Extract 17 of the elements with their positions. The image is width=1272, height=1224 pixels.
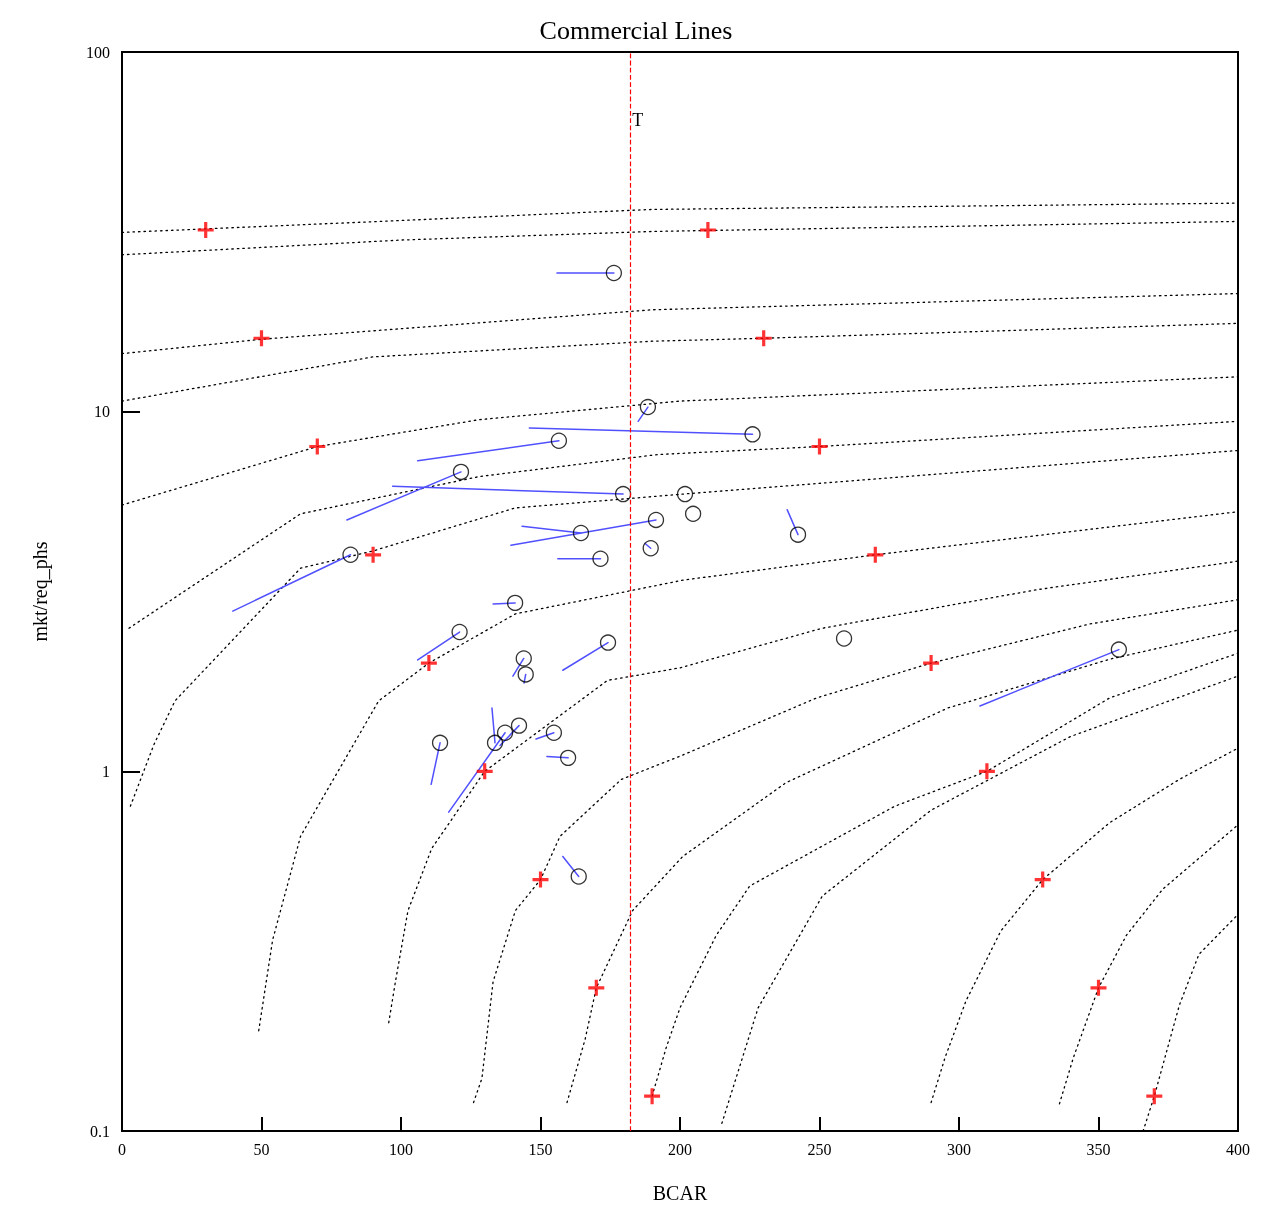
x-tick-label: 250 [807, 1140, 832, 1158]
x-tick-label: 150 [528, 1140, 553, 1158]
y-axis-title: mkt/req_phs [29, 541, 52, 642]
x-tick-label: 400 [1226, 1140, 1250, 1158]
x-tick-label: 300 [947, 1140, 971, 1158]
x-tick-label: 0 [118, 1140, 126, 1158]
x-tick-label: 350 [1086, 1140, 1111, 1158]
y-tick-label: 0.1 [90, 1122, 110, 1140]
y-tick-label: 1 [102, 762, 110, 780]
x-axis-title: BCAR [652, 1182, 708, 1204]
x-tick-label: 50 [253, 1140, 270, 1158]
chart-title: Commercial Lines [539, 15, 733, 45]
y-tick-label: 10 [94, 403, 110, 421]
x-tick-label: 200 [668, 1140, 692, 1158]
x-tick-label: 100 [389, 1140, 413, 1158]
ref-line-label: T [632, 110, 644, 130]
y-tick-label: 100 [86, 43, 110, 61]
